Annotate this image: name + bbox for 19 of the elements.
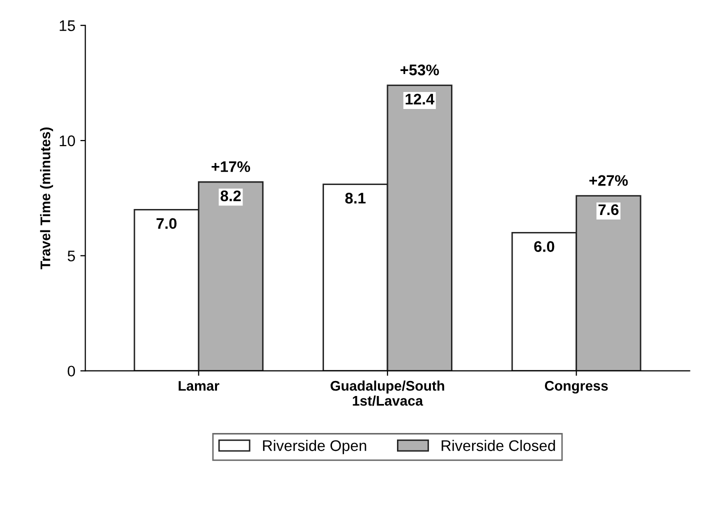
y-tick-label: 0 — [68, 366, 75, 377]
data-label: 6.0 — [534, 241, 554, 252]
x-tick-label: Guadalupe/South 1st/Lavaca — [330, 380, 444, 406]
annotation: +27% — [589, 175, 628, 186]
y-tick-label: 10 — [60, 135, 75, 146]
y-tick-label: 15 — [60, 20, 75, 32]
annotation: +17% — [212, 161, 250, 172]
legend-label: Riverside Open — [263, 440, 366, 454]
annotation: +53% — [400, 64, 439, 76]
y-tick-label: 5 — [68, 250, 75, 262]
y-axis-title: Travel Time (minutes) — [40, 128, 54, 270]
data-label: 8.1 — [345, 192, 366, 204]
data-label: 7.6 — [598, 204, 619, 216]
x-tick-label: Congress — [544, 380, 608, 394]
data-label: 8.2 — [220, 190, 241, 202]
x-tick-label: Lamar — [178, 381, 220, 391]
data-label: 12.4 — [406, 94, 434, 104]
legend-label: Riverside Closed — [442, 440, 555, 452]
data-label: 7.0 — [156, 218, 177, 229]
